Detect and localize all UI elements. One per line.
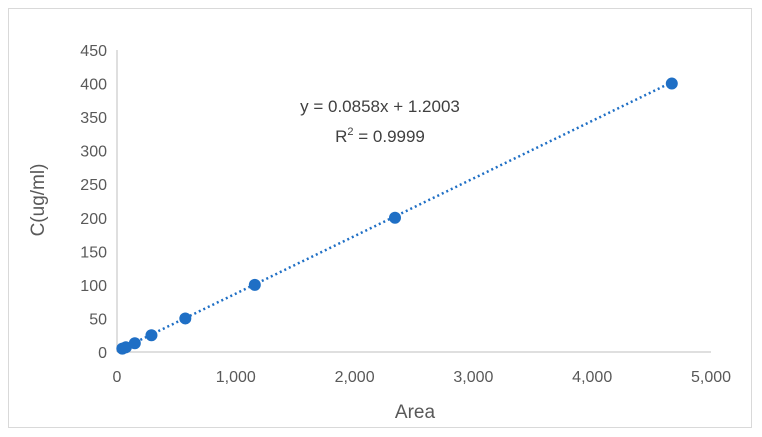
x-axis-title: Area — [395, 402, 436, 423]
trendline-equation: y = 0.0858x + 1.2003 — [300, 97, 460, 116]
r-squared-prefix: R — [335, 127, 347, 146]
data-point — [128, 337, 141, 350]
data-point — [248, 278, 261, 291]
y-tick-label: 50 — [89, 311, 107, 328]
y-tick-label: 300 — [80, 144, 107, 161]
tick-labels: 0 50 100 150 200 250 300 350 400 450 0 1,000 2,000 3,… — [80, 43, 731, 386]
r-squared-label: R2 = 0.9999 — [335, 126, 425, 146]
y-tick-label: 250 — [80, 177, 107, 194]
x-tick-label: 1,000 — [216, 369, 256, 386]
x-tick-label: 0 — [113, 369, 122, 386]
y-tick-label: 350 — [80, 110, 107, 127]
y-axis-title: C(ug/ml) — [28, 164, 49, 237]
data-point — [145, 329, 158, 342]
y-tick-label: 200 — [80, 211, 107, 228]
x-tick-label: 2,000 — [335, 369, 375, 386]
y-tick-label: 150 — [80, 244, 107, 261]
y-tick-label: 450 — [80, 43, 107, 60]
data-point — [179, 312, 192, 325]
y-tick-label: 100 — [80, 278, 107, 295]
chart-area — [8, 8, 752, 428]
data-points — [116, 77, 678, 355]
r-squared-exponent: 2 — [347, 126, 353, 138]
axes — [116, 50, 711, 353]
x-tick-label: 5,000 — [691, 369, 731, 386]
y-tick-label: 400 — [80, 77, 107, 94]
data-point — [388, 211, 401, 224]
data-point — [665, 77, 678, 90]
x-tick-label: 3,000 — [453, 369, 493, 386]
r-squared-value: = 0.9999 — [354, 127, 425, 146]
x-tick-label: 4,000 — [572, 369, 612, 386]
y-tick-label: 0 — [98, 345, 107, 362]
